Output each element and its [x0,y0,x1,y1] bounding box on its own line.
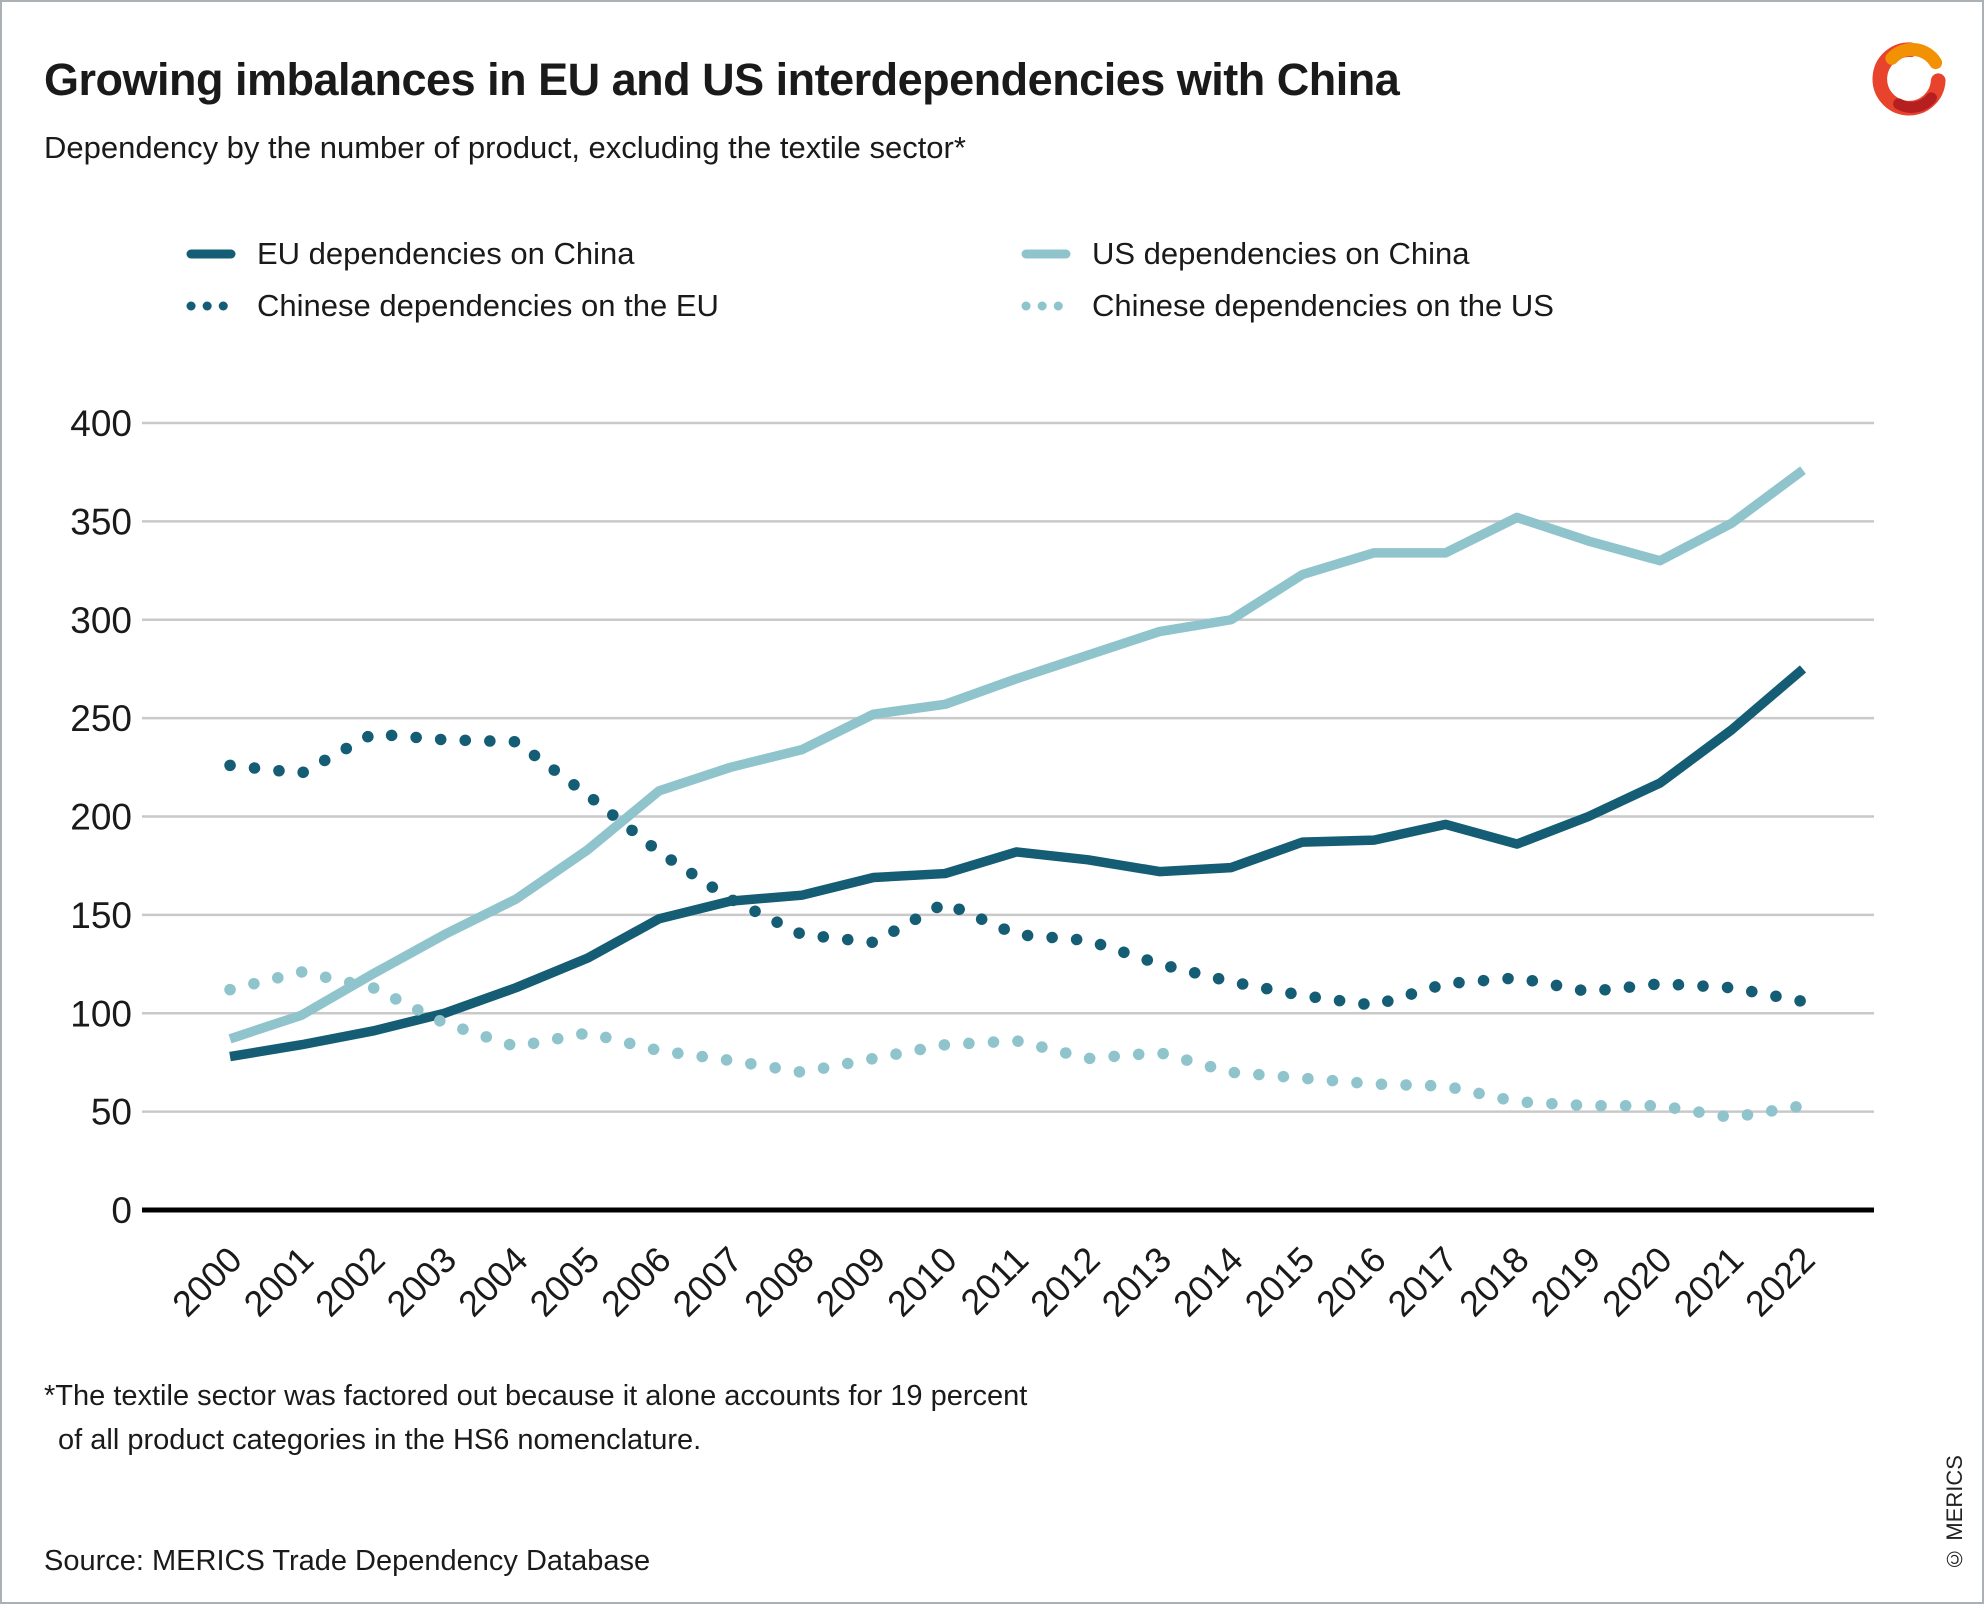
x-tick-label: 2016 [1308,1239,1394,1325]
y-tick-label: 300 [70,600,132,641]
legend-label: Chinese dependencies on the US [1092,288,1554,323]
copyright-note: © MERICS [1942,1455,1967,1572]
x-tick-label: 2005 [522,1239,608,1325]
x-tick-label: 2008 [736,1239,822,1325]
merics-logo [1866,36,1952,122]
series-line-3 [224,966,1809,1124]
x-tick-label: 2000 [164,1239,250,1325]
y-tick-label: 250 [70,698,132,739]
legend-label: EU dependencies on China [257,236,635,271]
x-tick-label: 2003 [379,1239,465,1325]
y-tick-label: 350 [70,501,132,542]
y-tick-label: 400 [70,403,132,444]
series-line-2 [224,728,1809,1012]
y-tick-label: 0 [111,1190,132,1231]
legend: EU dependencies on China US dependencies… [185,236,1554,324]
merics-logo-swirl [1872,42,1946,116]
x-tick-label: 2019 [1523,1239,1609,1325]
legend-swatch-dotted-dark [186,301,236,311]
y-tick-label: 50 [91,1092,132,1133]
x-tick-label: 2001 [236,1239,322,1325]
x-tick-label: 2004 [450,1239,536,1325]
series-line-0 [229,665,1807,1062]
footnote-line-1: *The textile sector was factored out bec… [44,1380,1028,1412]
x-tick-label: 2013 [1094,1239,1180,1325]
x-tick-label: 2021 [1666,1239,1752,1325]
legend-item-eu-dependencies: EU dependencies on China [185,236,1020,272]
legend-swatch-solid-dark [186,249,236,259]
legend-swatch-dotted-light [1021,301,1071,311]
y-tick-label: 200 [70,797,132,838]
legend-label: US dependencies on China [1092,236,1470,271]
legend-item-chinese-dependencies-eu: Chinese dependencies on the EU [185,288,1020,324]
x-tick-label: 2007 [665,1239,751,1325]
x-tick-label: 2014 [1165,1239,1251,1325]
legend-item-us-dependencies: US dependencies on China [1020,236,1554,272]
x-tick-label: 2009 [808,1239,894,1325]
x-tick-label: 2012 [1022,1239,1108,1325]
legend-label: Chinese dependencies on the EU [257,288,719,323]
x-tick-label: 2011 [952,1239,1036,1323]
footnote: *The textile sector was factored out bec… [44,1374,1027,1462]
x-tick-label: 2002 [307,1239,393,1325]
y-tick-label: 150 [70,895,132,936]
series-line-1 [228,466,1806,1044]
x-tick-label: 2020 [1594,1239,1680,1325]
x-tick-label: 2006 [593,1239,679,1325]
x-tick-label: 2022 [1737,1239,1823,1325]
y-tick-label: 100 [70,993,132,1034]
x-tick-label: 2010 [879,1239,965,1325]
legend-swatch-solid-light [1021,249,1071,259]
footnote-line-2: of all product categories in the HS6 nom… [58,1424,702,1457]
x-tick-label: 2017 [1380,1239,1466,1325]
page-subtitle: Dependency by the number of product, exc… [44,130,966,165]
x-tick-label: 2015 [1237,1239,1323,1325]
source-note: Source: MERICS Trade Dependency Database [44,1545,651,1577]
legend-item-chinese-dependencies-us: Chinese dependencies on the US [1020,288,1554,324]
page-title: Growing imbalances in EU and US interdep… [44,54,1400,105]
x-tick-label: 2018 [1451,1239,1537,1325]
